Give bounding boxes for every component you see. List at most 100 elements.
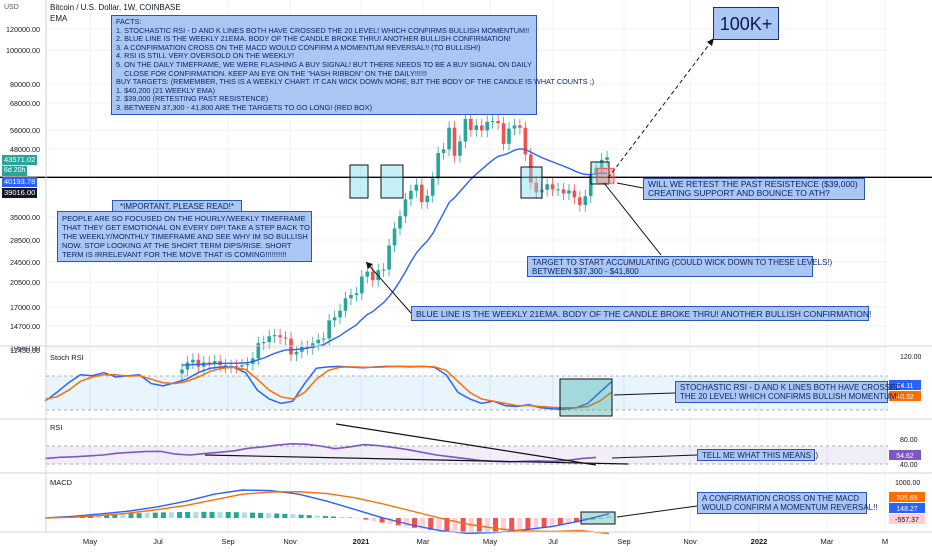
macd-line: WOULD CONFIRM A MOMENTUM REVERSAL!! — [702, 503, 878, 513]
stoch-series-line — [44, 365, 612, 409]
price-tick-label: 120000.00 — [6, 25, 40, 34]
macd-histogram-bar — [112, 514, 118, 518]
macd-histogram-bar — [96, 515, 102, 518]
candle-body — [207, 362, 212, 364]
retest-line: CREATING SUPPORT AND BOUNCE TO ATH? — [648, 188, 830, 199]
stoch-value-label: 64.11 — [897, 383, 914, 390]
candle-body — [605, 157, 609, 160]
stoch-title[interactable]: Stoch RSI — [50, 353, 84, 362]
rsi-band — [46, 446, 888, 464]
retest-arrow — [616, 182, 644, 189]
rsi-title[interactable]: RSI — [50, 423, 63, 432]
facts-line: 3. BETWEEN 37,300 - 41,800 ARE THE TARGE… — [116, 102, 373, 112]
macd-histogram-bar — [217, 511, 223, 518]
macd-histogram-bar — [233, 512, 239, 518]
candle-body — [441, 149, 446, 153]
date-tick-label: Sep — [617, 537, 630, 546]
ema-indicator-label[interactable]: EMA — [50, 14, 68, 23]
macd-histogram-bar — [177, 512, 183, 518]
candle-body — [523, 127, 528, 155]
target-accumulate-note[interactable]: TARGET TO START ACCUMULATING (COULD WICK… — [527, 256, 832, 277]
candle-body — [463, 118, 468, 142]
macd-histogram-bar — [258, 512, 264, 518]
rsi-note[interactable]: TELL ME WHAT THIS MEANS ;) — [697, 449, 818, 461]
macd-series-line — [44, 490, 610, 535]
macd-value-label: 148.27 — [896, 506, 918, 513]
rsi-trendline-top — [335, 423, 597, 466]
facts-note[interactable]: FACTS: 1. STOCHASTIC RSI - D AND K LINES… — [111, 15, 594, 115]
candle-body — [588, 174, 593, 197]
date-tick-label: 2022 — [751, 537, 768, 546]
candle-body — [403, 199, 408, 217]
price-tick-label: 48000.00 — [10, 145, 40, 154]
candle-body — [518, 125, 522, 128]
candle-body — [365, 271, 370, 277]
macd-value-tag — [889, 503, 925, 513]
macd-histogram-bar — [201, 511, 207, 518]
facts-line: FACTS: — [116, 17, 142, 26]
candle-body — [409, 190, 413, 200]
countdown-tag: 6d 20h — [2, 166, 28, 176]
rsi-tick-label: 40.00 — [900, 462, 918, 469]
candle-body — [261, 342, 266, 344]
date-tick-label: Mar — [417, 537, 430, 546]
macd-title[interactable]: MACD — [50, 478, 73, 487]
target-100k-box[interactable]: 100K+ — [713, 7, 779, 40]
symbol-title[interactable]: Bitcoin / U.S. Dollar, 1W, COINBASE — [50, 3, 181, 12]
retest-note[interactable]: WILL WE RETEST THE PAST RESISTENCE ($39,… — [643, 178, 865, 200]
candle-body — [458, 141, 462, 156]
date-tick-label: 2021 — [353, 537, 370, 546]
macd-arrow — [616, 505, 698, 518]
ema-arrow — [365, 261, 412, 314]
candle-body — [430, 178, 435, 196]
candle-body — [496, 120, 500, 124]
price-tick-label: 12450.00 — [10, 346, 40, 355]
macd-histogram-bar — [298, 514, 304, 518]
macd-histogram-bar — [363, 518, 369, 520]
macd-histogram-bar — [120, 513, 126, 518]
macd-histogram-bar — [428, 518, 434, 530]
macd-line: A CONFIRMATION CROSS ON THE MACD — [702, 494, 860, 503]
candle-body — [332, 317, 337, 321]
macd-histogram-bar — [169, 512, 174, 518]
candle-body — [349, 294, 353, 299]
macd-value-label: -557.37 — [895, 517, 919, 524]
macd-histogram-bar — [250, 512, 255, 518]
macd-histogram-bar — [517, 518, 523, 531]
currency-label: USD — [4, 4, 19, 11]
stoch-tick-label: 120.00 — [900, 354, 922, 361]
candle-body — [316, 339, 321, 344]
ema21-line — [181, 148, 608, 366]
line-price-tag: 39016.00 — [2, 188, 38, 198]
rsi-tick-label: 80.00 — [900, 437, 918, 444]
macd-histogram-bar — [306, 515, 312, 518]
macd-histogram-bar — [509, 518, 515, 532]
facts-line: 2. BLUE LINE IS THE WEEKLY 21EMA. BODY O… — [116, 34, 511, 44]
rsi-value-tag — [889, 450, 921, 460]
macd-histogram-bar — [290, 514, 296, 518]
candle-body — [594, 167, 598, 175]
price-tick-label: 100000.00 — [6, 46, 40, 55]
macd-histogram-bar — [525, 518, 531, 530]
macd-note[interactable]: A CONFIRMATION CROSS ON THE MACD WOULD C… — [697, 492, 878, 514]
candle-body — [534, 182, 539, 193]
people-line: NOW. STOP LOOKING AT THE SHORT TERM DIPS… — [62, 241, 292, 250]
macd-histogram-bar — [379, 518, 385, 523]
macd-histogram-bar — [274, 513, 280, 518]
blue-line-note[interactable]: BLUE LINE IS THE WEEKLY 21EMA. BODY OF T… — [411, 306, 871, 321]
date-tick-label: Jul — [548, 537, 558, 546]
highlight-box — [349, 164, 369, 199]
rsi-arrow — [611, 454, 698, 459]
candle-body — [556, 189, 560, 191]
macd-histogram-bar — [412, 518, 417, 528]
stoch-line: THE 20 LEVEL! WHICH CONFIRMS BULLISH MOM… — [680, 392, 901, 402]
macd-histogram-bar — [444, 518, 450, 532]
people-note[interactable]: PEOPLE ARE SO FOCUSED ON THE HOURLY/WEEK… — [57, 211, 312, 262]
candle-body — [245, 363, 250, 366]
highlight-box — [520, 166, 543, 199]
people-line: THAT THEY GET EMOTIONAL ON EVERY DIP! TA… — [62, 223, 310, 232]
macd-histogram-bar — [185, 511, 191, 518]
candle-body — [452, 127, 457, 156]
candle-body — [267, 336, 271, 343]
stoch-note[interactable]: STOCHASTIC RSI - D AND K LINES BOTH HAVE… — [675, 381, 901, 403]
